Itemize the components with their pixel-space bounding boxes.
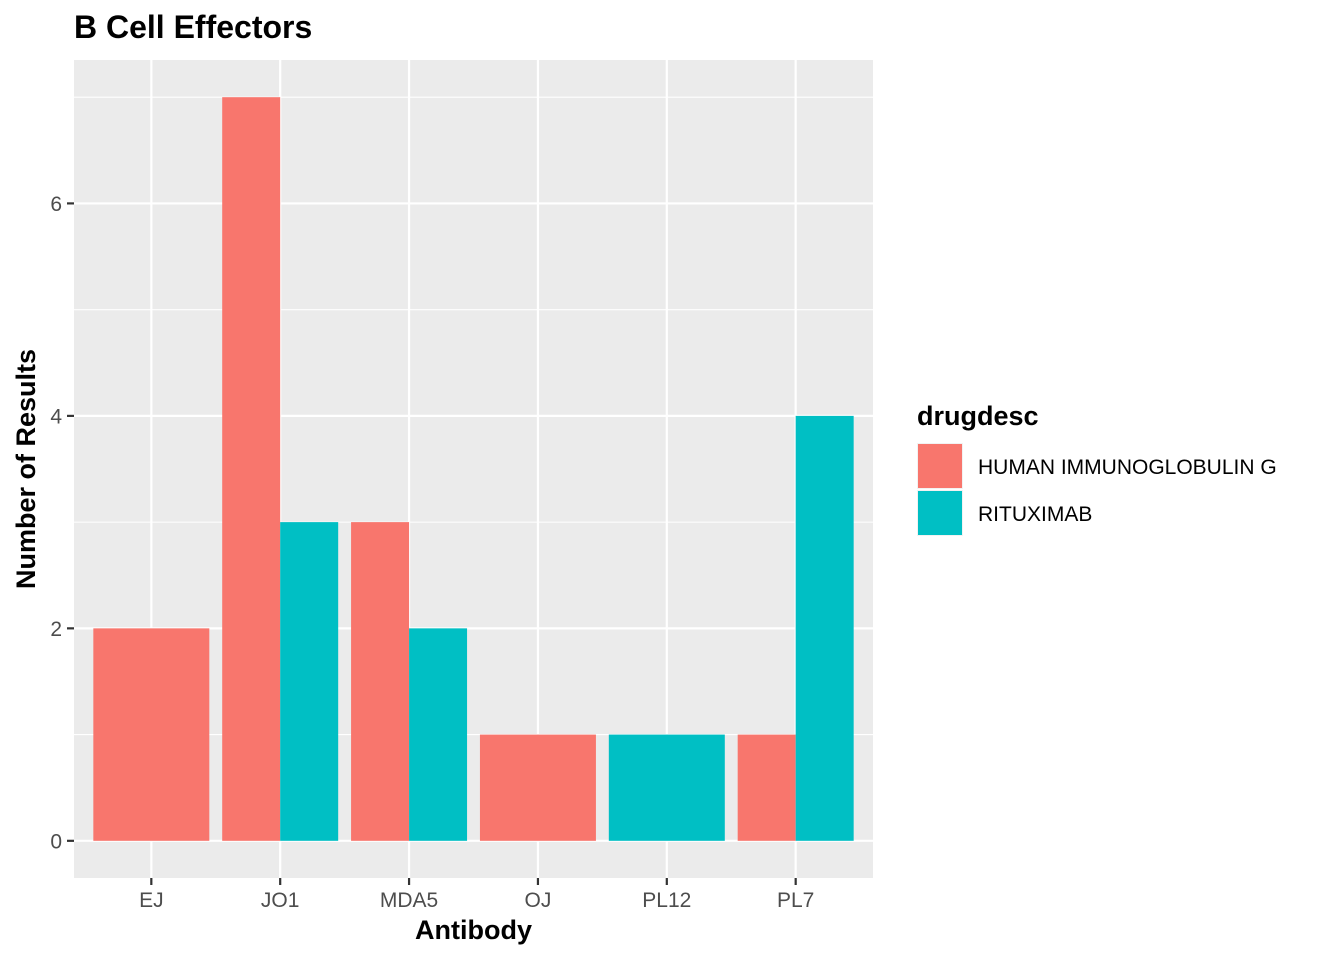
bar [608, 734, 725, 841]
y-axis: 0 2 4 6 [50, 193, 74, 853]
x-tick-label: EJ [139, 889, 164, 912]
legend-swatch [918, 491, 962, 535]
bar [409, 628, 468, 841]
legend-label: RITUXIMAB [978, 503, 1092, 526]
bar [280, 522, 339, 841]
bar [93, 628, 210, 841]
bar [795, 415, 854, 841]
chart-title: B Cell Effectors [74, 9, 312, 45]
legend: drugdesc HUMAN IMMUNOGLOBULIN G RITUXIMAB [917, 401, 1277, 536]
x-tick-label: PL12 [642, 889, 691, 912]
bar [351, 522, 410, 841]
y-tick-label: 6 [50, 193, 62, 216]
bar [222, 97, 281, 841]
x-tick-label: PL7 [777, 889, 814, 912]
x-tick-label: JO1 [261, 889, 300, 912]
x-axis: EJ JO1 MDA5 OJ PL12 PL7 [139, 878, 814, 912]
bar [479, 734, 596, 841]
bar [737, 734, 796, 841]
bars [93, 97, 854, 841]
x-tick-label: OJ [525, 889, 552, 912]
x-tick-label: MDA5 [380, 889, 438, 912]
legend-swatch [918, 444, 962, 488]
y-tick-label: 2 [50, 618, 62, 641]
legend-title: drugdesc [917, 401, 1039, 431]
y-axis-title: Number of Results [11, 349, 41, 589]
x-axis-title: Antibody [415, 915, 532, 945]
y-tick-label: 0 [50, 830, 62, 853]
legend-label: HUMAN IMMUNOGLOBULIN G [978, 456, 1277, 479]
y-tick-label: 4 [50, 405, 62, 428]
